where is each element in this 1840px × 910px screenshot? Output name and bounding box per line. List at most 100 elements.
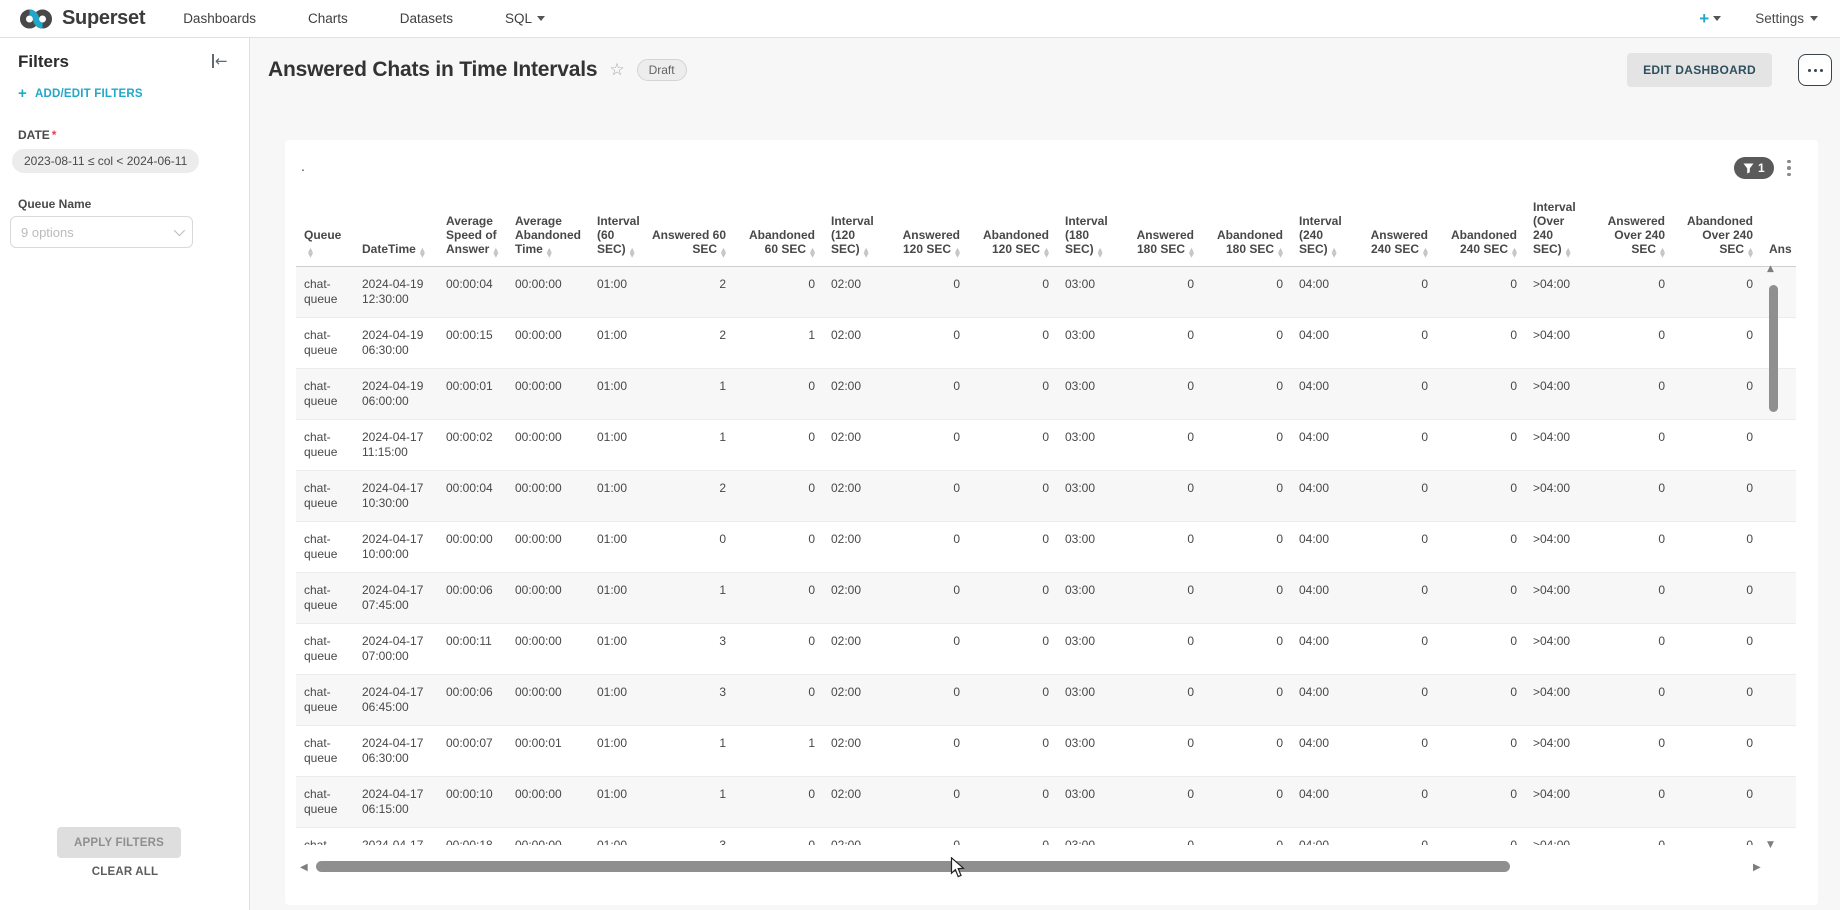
sort-icon[interactable]: ▲ ▼	[955, 246, 960, 259]
sort-icon[interactable]: ▲ ▼	[1097, 246, 1103, 259]
table-cell: >04:00	[1525, 725, 1585, 777]
column-header-abandoned-240-sec[interactable]: Abandoned 240 SEC ▲ ▼	[1436, 200, 1525, 267]
table-cell: 04:00	[1291, 572, 1349, 624]
table-cell: 1	[647, 368, 734, 420]
column-header-datetime[interactable]: DateTime ▲ ▼	[354, 200, 438, 267]
table-cell: 01:00	[589, 623, 647, 675]
scroll-right-icon[interactable]: ▶	[1753, 862, 1761, 873]
date-filter-value-chip[interactable]: 2023-08-11 ≤ col < 2024-06-11	[12, 149, 200, 173]
horizontal-scrollbar-thumb[interactable]	[316, 861, 1510, 872]
table-cell: 0	[1115, 266, 1202, 318]
column-header-abandoned-over-240-sec[interactable]: Abandoned Over 240 SEC ▲ ▼	[1673, 200, 1761, 267]
sort-icon[interactable]: ▲ ▼	[1044, 246, 1049, 259]
nav-item-sql[interactable]: SQL	[505, 11, 546, 26]
table-cell: 0	[1349, 266, 1436, 318]
table-cell: 0	[1673, 368, 1761, 420]
column-header-answered-180-sec[interactable]: Answered 180 SEC ▲ ▼	[1115, 200, 1202, 267]
superset-logo[interactable]: Superset	[0, 7, 145, 30]
sort-icon[interactable]: ▲ ▼	[1748, 246, 1753, 259]
sort-icon[interactable]: ▲ ▼	[1660, 246, 1665, 259]
column-header-ans[interactable]: Ans▲▼	[1761, 200, 1796, 267]
sort-icon[interactable]: ▲ ▼	[1423, 246, 1428, 259]
column-header-queue[interactable]: Queue ▲ ▼	[296, 200, 354, 267]
nav-item-datasets[interactable]: Datasets	[399, 11, 454, 26]
column-header-abandoned-180-sec[interactable]: Abandoned 180 SEC ▲ ▼	[1202, 200, 1291, 267]
apply-filters-button[interactable]: APPLY FILTERS	[57, 827, 181, 858]
table-cell: 2024-04-17 06:30:00	[354, 725, 438, 777]
table-cell: chat-queue	[296, 674, 354, 726]
sort-icon[interactable]: ▲ ▼	[721, 246, 726, 259]
table-cell: 0	[1436, 266, 1525, 318]
column-header-answered-120-sec[interactable]: Answered 120 SEC ▲ ▼	[881, 200, 968, 267]
sort-icon[interactable]: ▲ ▼	[546, 246, 552, 259]
clear-all-button[interactable]: CLEAR ALL	[91, 866, 159, 878]
column-header-answered-60-sec[interactable]: Answered 60 SEC ▲ ▼	[647, 200, 734, 267]
column-header-abandoned-120-sec[interactable]: Abandoned 120 SEC ▲ ▼	[968, 200, 1057, 267]
table-cell: 02:00	[823, 470, 881, 522]
table-cell: 0	[1349, 572, 1436, 624]
queue-name-select[interactable]: 9 options	[10, 216, 193, 248]
table-cell: 0	[1349, 776, 1436, 828]
edit-dashboard-button[interactable]: EDIT DASHBOARD	[1627, 53, 1772, 87]
column-header-interval-120-sec[interactable]: Interval (120 SEC) ▲ ▼	[823, 200, 881, 267]
table-cell: 2024-04-17	[354, 827, 438, 845]
table-cell: 0	[1115, 623, 1202, 675]
chart-kebab-menu-icon[interactable]	[1782, 157, 1796, 179]
filter-funnel-icon	[1743, 163, 1754, 174]
brand-name: Superset	[62, 7, 146, 29]
table-cell: 03:00	[1057, 572, 1115, 624]
sort-icon[interactable]: ▲ ▼	[629, 246, 635, 259]
column-header-average-abandoned-time[interactable]: Average Abandoned Time ▲ ▼	[507, 200, 589, 267]
column-header-abandoned-60-sec[interactable]: Abandoned 60 SEC ▲ ▼	[734, 200, 823, 267]
table-cell: 03:00	[1057, 419, 1115, 471]
scroll-down-icon[interactable]: ▼	[1767, 840, 1774, 850]
caret-down-icon	[537, 16, 546, 21]
favorite-star-icon[interactable]: ☆	[609, 60, 625, 80]
column-header-answered-over-240-sec[interactable]: Answered Over 240 SEC ▲ ▼	[1585, 200, 1673, 267]
sort-icon[interactable]: ▲ ▼	[1278, 246, 1283, 259]
table-cell: 00:00:00	[507, 623, 589, 675]
table-cell: 0	[968, 266, 1057, 318]
table-cell: 0	[1585, 827, 1673, 845]
sort-icon[interactable]: ▲ ▼	[810, 246, 815, 259]
new-item-button[interactable]: +	[1699, 10, 1722, 27]
sort-icon[interactable]: ▲ ▼	[308, 246, 313, 259]
column-header-interval-240-sec[interactable]: Interval (240 SEC) ▲ ▼	[1291, 200, 1349, 267]
settings-menu[interactable]: Settings	[1755, 11, 1818, 26]
scroll-left-icon[interactable]: ◀	[300, 862, 308, 873]
sort-icon[interactable]: ▲ ▼	[1565, 246, 1571, 259]
table-cell: 0	[881, 419, 968, 471]
applied-filters-badge[interactable]: 1	[1734, 157, 1774, 179]
sort-icon[interactable]: ▲ ▼	[419, 246, 425, 259]
column-header-average-speed-of-answer[interactable]: Average Speed of Answer ▲ ▼	[438, 200, 507, 267]
table-cell: 0	[1436, 368, 1525, 420]
add-edit-filters-button[interactable]: + ADD/EDIT FILTERS	[18, 85, 143, 102]
column-header-interval-180-sec[interactable]: Interval (180 SEC) ▲ ▼	[1057, 200, 1115, 267]
table-cell: 0	[968, 368, 1057, 420]
scroll-up-icon[interactable]: ▲	[1767, 264, 1774, 274]
table-cell: 01:00	[589, 419, 647, 471]
table-cell: 1	[647, 572, 734, 624]
sort-icon[interactable]: ▲ ▼	[863, 246, 869, 259]
table-cell: 0	[968, 317, 1057, 369]
sort-icon[interactable]: ▲ ▼	[1512, 246, 1517, 259]
column-header-interval-over-240-sec[interactable]: Interval (Over 240 SEC) ▲ ▼	[1525, 200, 1585, 267]
more-options-button[interactable]	[1798, 54, 1832, 86]
collapse-filters-icon[interactable]: ←	[212, 52, 228, 70]
table-cell: 3	[647, 623, 734, 675]
table-cell: 01:00	[589, 827, 647, 845]
sort-icon[interactable]: ▲ ▼	[1331, 246, 1337, 259]
sort-icon[interactable]: ▲ ▼	[493, 246, 499, 259]
table-cell: 0	[1436, 317, 1525, 369]
table-cell: 2024-04-19 06:30:00	[354, 317, 438, 369]
nav-item-charts[interactable]: Charts	[307, 11, 348, 26]
table-cell: 00:00:00	[507, 572, 589, 624]
column-header-answered-240-sec[interactable]: Answered 240 SEC ▲ ▼	[1349, 200, 1436, 267]
table-cell: 2024-04-17 11:15:00	[354, 419, 438, 471]
sort-icon[interactable]: ▲ ▼	[1189, 246, 1194, 259]
table-cell: 0	[1202, 266, 1291, 318]
table-cell: 0	[968, 572, 1057, 624]
nav-item-dashboards[interactable]: Dashboards	[183, 11, 256, 26]
vertical-scrollbar-thumb[interactable]	[1769, 285, 1778, 412]
column-header-interval-60-sec[interactable]: Interval (60 SEC) ▲ ▼	[589, 200, 647, 267]
